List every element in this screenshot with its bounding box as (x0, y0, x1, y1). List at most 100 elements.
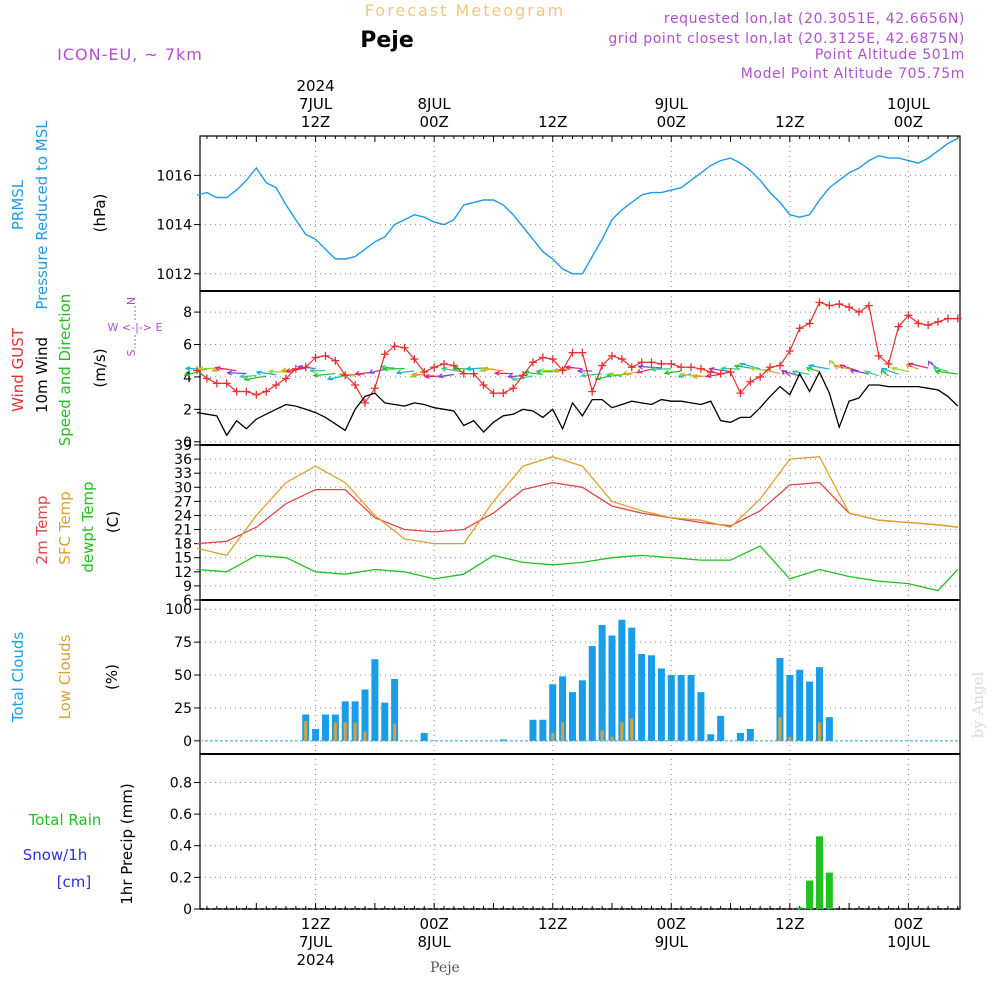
total-cloud-bar (667, 675, 675, 741)
wind-arrow (397, 370, 415, 374)
total-cloud-bar (341, 701, 349, 741)
wind-arrow-head (576, 368, 583, 374)
wind-arrow (495, 372, 514, 375)
y-tick-label: 24 (174, 508, 192, 524)
wind-arrow (438, 373, 455, 378)
wind-speed-line (196, 370, 959, 437)
wind-arrow-head (807, 364, 814, 369)
wind-gust-point (924, 321, 933, 330)
y-tick-label: 4 (183, 370, 192, 386)
wind-arrow (740, 362, 761, 370)
y-tick-label: 25 (174, 701, 192, 717)
wind-gust-point (588, 387, 597, 396)
wind-arrow-head (411, 372, 418, 378)
x-label-top: 12Z (538, 113, 567, 131)
wind-gust-point (657, 359, 666, 368)
x-label-top: 7JUL (299, 95, 333, 113)
wind-arrow-head (354, 370, 361, 376)
requested-coords: requested lon,lat (20.3051E, 42.6656N) (664, 11, 965, 27)
watermark: by Angel (969, 671, 987, 738)
wind-arrow-head (493, 370, 500, 376)
wind-gust-point (331, 356, 340, 365)
wind-gust-point (953, 314, 962, 323)
wind-arrow-head (839, 364, 846, 370)
wind-gust-point (212, 379, 221, 388)
wind-gust-point (854, 308, 863, 317)
compass-north: N (125, 297, 138, 305)
grid-point-coords: grid point closest lon,lat (20.3125E, 42… (608, 31, 965, 47)
total-cloud-bar (697, 692, 705, 741)
y-tick-label: 30 (174, 480, 192, 496)
x-label-top: 2024 (297, 77, 335, 95)
wind-arrow-head (481, 366, 489, 372)
wind-gust-point (548, 355, 557, 364)
total-cloud-bar (499, 739, 507, 741)
y-tick-label: 12 (174, 565, 192, 581)
total-cloud-bar (578, 680, 586, 741)
total-cloud-bar (648, 655, 656, 741)
wind-arrow (198, 367, 217, 370)
wind-arrow (651, 368, 672, 370)
temp-unit: (C) (104, 511, 122, 533)
total-cloud-bar (638, 653, 646, 741)
forecast-title: Forecast Meteogram (365, 1, 565, 20)
low-cloud-bar (343, 722, 347, 741)
panel-wind: 0 2 4 6 8 (183, 290, 961, 451)
wind-gust-point (341, 371, 350, 380)
y-tick-label: 1012 (156, 267, 192, 283)
low-cloud-bar (630, 718, 634, 741)
rain-label: Total Rain (28, 811, 102, 829)
wind-gust-point (617, 355, 626, 364)
wind-arrow-head (239, 373, 246, 379)
total-cloud-bar (568, 692, 576, 741)
wind-arrow-head (538, 368, 545, 374)
total-cloud-bar (776, 657, 784, 741)
wind-label: 10m Wind (33, 337, 51, 413)
wind-gust-line (196, 301, 958, 405)
total-clouds-label: Total Clouds (9, 632, 27, 724)
wind-gust-point (390, 342, 399, 351)
wind-gust-point (519, 371, 528, 380)
temp-dewpoint-line (196, 545, 959, 592)
wind-gust-point (874, 351, 883, 360)
panel-frame (199, 753, 961, 910)
wind-arrow-head (338, 372, 345, 378)
wind-arrow (637, 368, 652, 374)
wind-gust-point (380, 350, 389, 359)
x-label-bottom: 12Z (538, 915, 567, 933)
wind-arrow (282, 368, 296, 372)
wind-gust-point (637, 358, 646, 367)
wind-arrow (466, 367, 484, 370)
compass-south: S (125, 349, 138, 356)
wind-arrow-head (934, 369, 941, 375)
x-label-bottom: 8JUL (417, 933, 451, 951)
x-label-bottom: 7JUL (299, 933, 333, 951)
rain-bar (806, 880, 814, 909)
wind-arrow (881, 367, 899, 375)
pressure-line (196, 137, 959, 275)
y-tick-label: 1016 (156, 168, 192, 184)
low-cloud-bar (561, 722, 565, 741)
total-cloud-bar (736, 732, 744, 741)
wind-gust-point (943, 314, 952, 323)
wind-gust-point (281, 374, 290, 383)
wind-gust-point (884, 359, 893, 368)
wind-arrow-head (833, 364, 840, 370)
wind-arrow-head (440, 367, 448, 372)
x-label-top: 8JUL (417, 95, 451, 113)
wind-arrow-head (608, 372, 615, 378)
low-clouds-label: Low Clouds (56, 634, 74, 719)
wind-gust-point (400, 343, 409, 352)
wind-gust-point (459, 369, 468, 378)
wind-arrow-head (621, 370, 629, 376)
x-label-bottom: 00Z (894, 915, 923, 933)
panel-precip: 0 0.2 0.4 0.6 0.8 (170, 753, 961, 918)
low-cloud-bar (353, 722, 357, 741)
wind-arrow-head (523, 370, 530, 376)
wind-arrow-head (255, 370, 262, 376)
total-cloud-bar (559, 676, 567, 741)
y-tick-label: 0 (183, 734, 192, 750)
wind-arrow (412, 373, 435, 377)
y-tick-label: 0.2 (170, 870, 192, 886)
wind-gust-point (785, 346, 794, 355)
